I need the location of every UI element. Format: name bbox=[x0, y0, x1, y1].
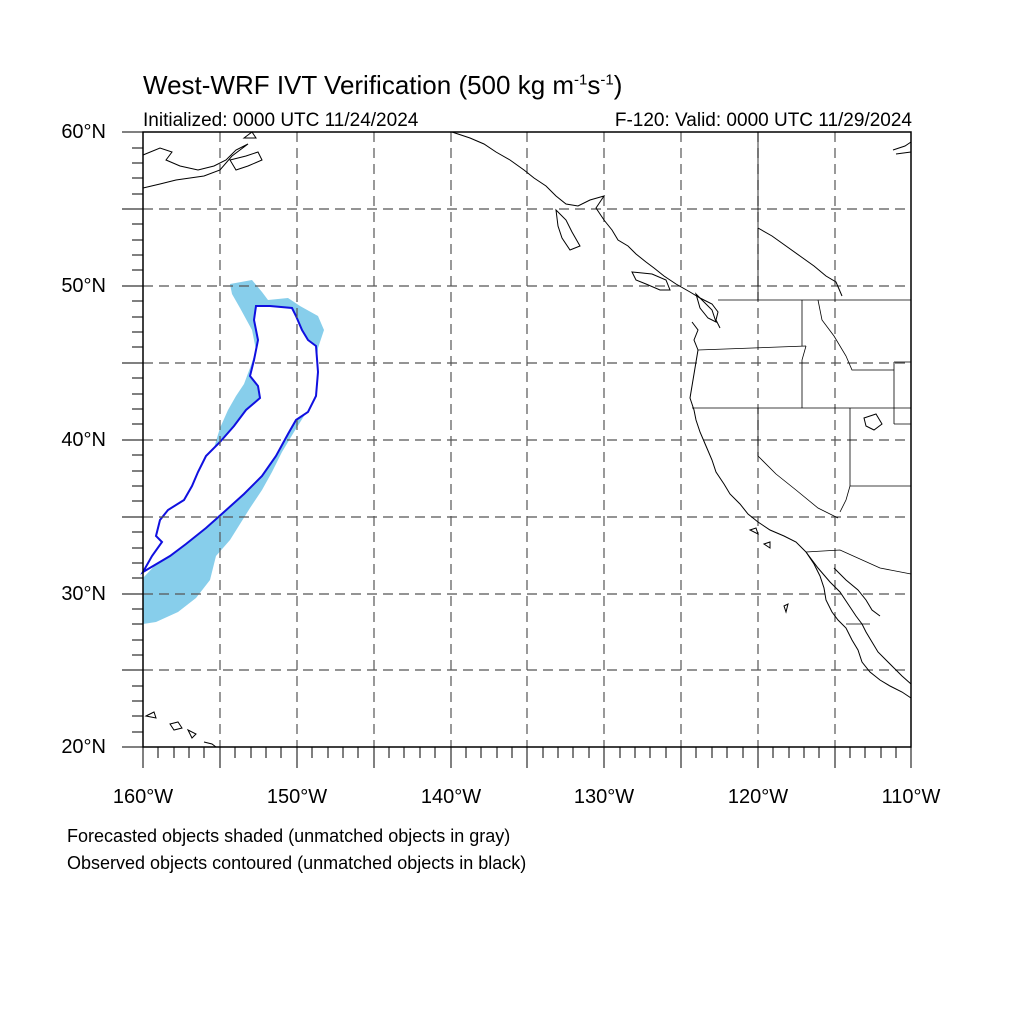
lon-label-150w: 150°W bbox=[266, 786, 328, 808]
initialized-label: Initialized: 0000 UTC 11/24/2024 bbox=[143, 110, 419, 131]
lat-label-60n: 60°N bbox=[61, 121, 106, 143]
lat-label-50n: 50°N bbox=[61, 275, 106, 297]
lat-label-40n: 40°N bbox=[61, 429, 106, 451]
lon-label-120w: 120°W bbox=[727, 786, 789, 808]
lon-label-160w: 160°W bbox=[112, 786, 174, 808]
state-borders bbox=[692, 132, 912, 625]
observed-object bbox=[140, 305, 320, 575]
lat-label-20n: 20°N bbox=[61, 736, 106, 758]
lon-label-110w: 110°W bbox=[881, 786, 941, 808]
legend-observed-note: Observed objects contoured (unmatched ob… bbox=[67, 853, 527, 873]
lon-label-130w: 130°W bbox=[573, 786, 635, 808]
graticule bbox=[143, 132, 911, 747]
legend-forecast-note: Forecasted objects shaded (unmatched obj… bbox=[67, 826, 511, 846]
tick-marks bbox=[122, 131, 912, 768]
coastlines bbox=[142, 131, 912, 748]
lat-label-30n: 30°N bbox=[61, 583, 106, 605]
map-title: West-WRF IVT Verification (500 kg m-1s-1… bbox=[143, 70, 623, 100]
valid-label: F-120: Valid: 0000 UTC 11/29/2024 bbox=[614, 110, 912, 131]
lon-label-140w: 140°W bbox=[420, 786, 482, 808]
